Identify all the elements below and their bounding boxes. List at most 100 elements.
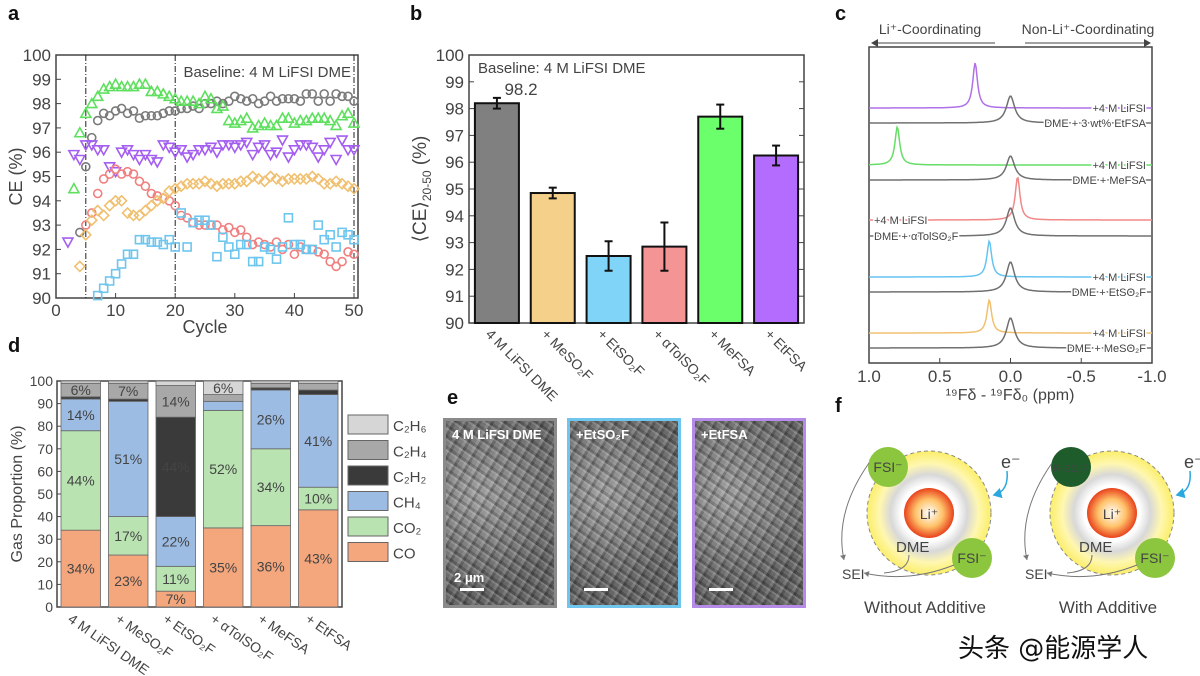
data-point — [276, 111, 289, 123]
data-point — [289, 249, 300, 260]
data-point — [241, 239, 252, 250]
x-tick-label: 10 — [106, 301, 125, 320]
data-point — [325, 230, 335, 240]
bar — [473, 102, 520, 324]
stacked-segment — [298, 509, 339, 608]
data-point — [301, 89, 312, 99]
stacked-segment — [250, 525, 291, 608]
stacked-segment — [60, 380, 101, 384]
data-point — [110, 106, 121, 116]
data-point — [200, 220, 210, 230]
y-tick-label: 93 — [32, 216, 51, 235]
data-point — [216, 140, 230, 152]
legend-label: C₂H₂ — [393, 469, 426, 486]
data-point — [343, 247, 353, 257]
data-point — [246, 149, 260, 162]
spectrum-label: DME + MeFSA — [1072, 175, 1146, 187]
x-tick-label: -0.5 — [1067, 367, 1096, 386]
spectrum-line — [869, 176, 1152, 221]
top-species-label: FSI⁻ — [873, 459, 902, 475]
data-point — [109, 77, 122, 89]
spectrum-line — [869, 207, 1152, 237]
segment-label: 22% — [162, 533, 190, 549]
electron-label: e⁻ — [1184, 452, 1200, 472]
bar — [697, 115, 744, 324]
data-point — [115, 79, 128, 92]
panel-letter-c: c — [835, 3, 846, 25]
data-point — [170, 242, 180, 252]
data-point — [170, 106, 180, 116]
data-point — [240, 111, 254, 123]
stacked-segment — [298, 394, 339, 488]
data-point — [240, 137, 254, 150]
diagram-caption: With Additive — [1059, 598, 1157, 617]
panel-letter-b: b — [410, 3, 422, 25]
scale-bar — [460, 588, 484, 591]
stacked-segment — [203, 527, 244, 608]
spectrum-label: +4 M LiFSI — [874, 215, 928, 227]
data-point — [343, 230, 353, 240]
baseline-annotation: Baseline: 4 M LiFSI DME — [478, 60, 646, 77]
data-point — [121, 79, 134, 92]
data-point — [265, 91, 276, 102]
stacked-segment — [155, 516, 196, 567]
data-point — [98, 108, 109, 119]
sem-image-baseline: 4 M LiFSI DME 2 μm — [443, 418, 557, 608]
data-point — [192, 177, 206, 190]
bottom-species — [1135, 538, 1175, 578]
data-point — [192, 96, 206, 109]
x-tick-label: 30 — [225, 301, 244, 320]
spectrum-line — [869, 125, 1152, 166]
data-point — [73, 260, 86, 273]
series-5 — [92, 208, 359, 301]
spectrum-label: DME + αTolSO₂F — [874, 231, 959, 243]
data-point — [133, 77, 146, 89]
data-point — [73, 126, 87, 138]
data-point — [235, 225, 246, 235]
x-tick-label: 40 — [285, 301, 304, 320]
segment-label: 14% — [67, 407, 95, 423]
sem-image-etso2f: +EtSO₂F — [567, 418, 681, 608]
solvation-diagram — [1023, 447, 1191, 578]
y-tick-label: 96 — [32, 143, 51, 162]
data-point — [192, 144, 206, 157]
data-point — [241, 96, 252, 106]
data-point — [289, 239, 300, 250]
electron-label: e⁻ — [1001, 452, 1021, 472]
data-point — [335, 177, 349, 190]
stacked-segment — [203, 380, 244, 395]
data-point — [198, 89, 212, 102]
x-tick-label: 20 — [166, 301, 185, 320]
data-point — [283, 213, 294, 223]
electron-arrow — [1175, 470, 1191, 499]
y-tick-label: 93 — [445, 234, 464, 253]
x-tick-label: 0.5 — [928, 367, 952, 386]
stacked-segment — [155, 416, 196, 518]
sei-label: SEI — [842, 566, 865, 582]
segment-label: 36% — [257, 558, 285, 574]
y-tick-label: 90 — [37, 396, 53, 412]
spectrum-label: +4 M LiFSI — [1093, 328, 1147, 340]
data-point — [210, 180, 224, 193]
y-tick-label: 99 — [32, 70, 51, 89]
spectrum-line — [869, 298, 1152, 334]
data-point — [288, 144, 301, 157]
y-tick-label: 92 — [32, 240, 51, 259]
reaction-arrow — [863, 564, 955, 578]
data-point — [305, 111, 319, 123]
y-tick-label: 100 — [30, 373, 54, 389]
data-point — [122, 166, 133, 177]
data-point — [259, 96, 270, 106]
data-point — [162, 89, 176, 102]
data-point — [253, 98, 264, 109]
data-point — [277, 242, 288, 252]
stacked-segment — [298, 382, 339, 391]
data-point — [97, 209, 110, 222]
y-tick-label: 100 — [23, 46, 51, 65]
spectrum-line — [869, 317, 1152, 349]
bottom-species — [952, 538, 992, 578]
data-point — [194, 215, 204, 226]
data-point — [134, 113, 145, 123]
y-axis-label: Gas Proportion (%) — [9, 426, 26, 563]
data-point — [347, 116, 361, 128]
